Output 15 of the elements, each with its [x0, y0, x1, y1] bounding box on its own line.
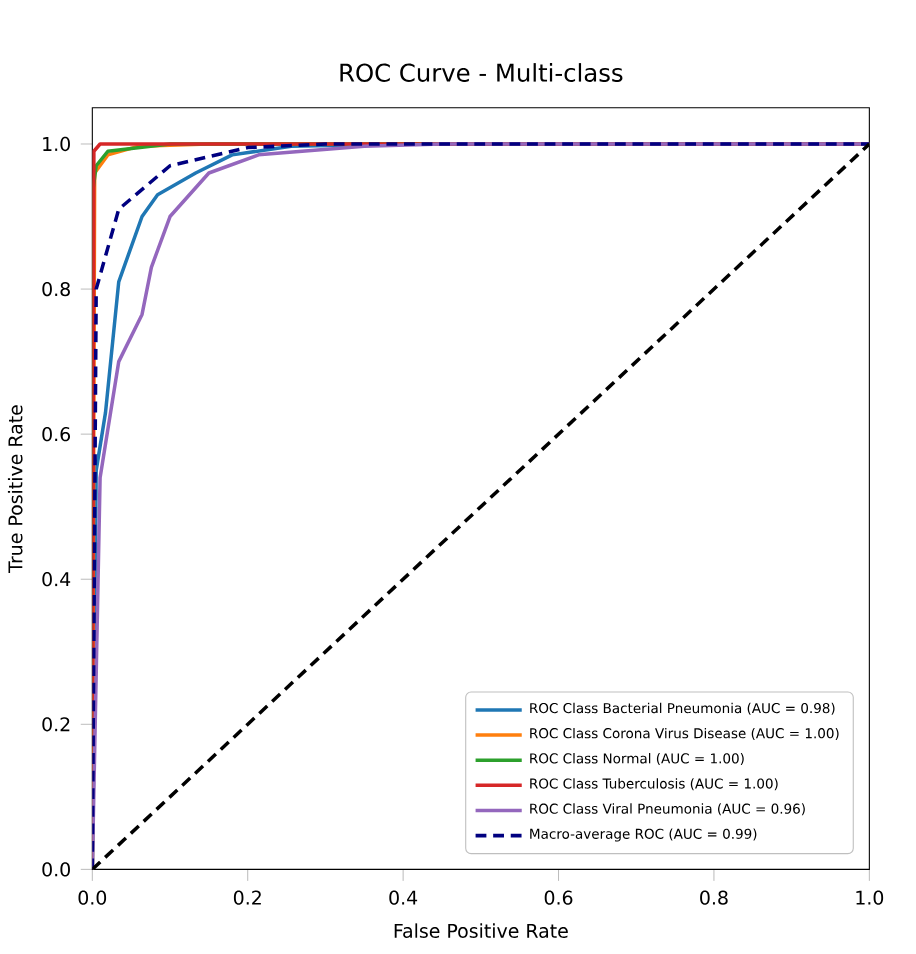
x-tick-label: 0.2	[234, 890, 262, 905]
x-tick-label: 0.6	[544, 890, 573, 905]
x-tick-label: 1.0	[856, 890, 884, 905]
y-tick-label: 1.0	[43, 136, 71, 152]
x-tick-label: 0.8	[700, 890, 728, 905]
x-tick-label: 0.4	[389, 890, 418, 905]
y-tick-label: 0.6	[42, 426, 71, 442]
y-tick-label: 0.8	[42, 281, 71, 297]
y-tick-label: 0.0	[42, 862, 71, 877]
x-axis-title: False Positive Rate	[394, 923, 569, 938]
y-axis-title: True Positive Rate	[8, 405, 23, 573]
x-tick-label: 0.0	[78, 890, 107, 905]
y-tick-label: 0.4	[42, 572, 71, 587]
chart-title: ROC Curve - Multi-class	[340, 63, 623, 82]
y-tick-label: 0.2	[42, 717, 70, 732]
